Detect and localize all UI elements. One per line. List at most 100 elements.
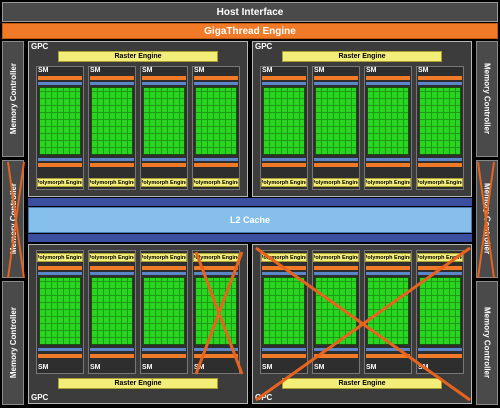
sm-register-strip	[262, 82, 306, 85]
sm-register-strip	[418, 82, 462, 85]
sm-dispatch-strip	[314, 354, 358, 358]
raster-engine: Raster Engine	[58, 51, 218, 62]
gigathread-engine-bar: GigaThread Engine	[2, 23, 498, 39]
sm-register-strip	[314, 348, 358, 351]
polymorph-engine: Polymorph Engine	[313, 253, 359, 262]
sm-cache-strip	[90, 272, 134, 275]
sm-label: SM	[418, 67, 429, 74]
sm-register-strip	[366, 82, 410, 85]
sm-texture-strip	[262, 266, 306, 270]
sm-cache-strip	[418, 272, 462, 275]
sm-texture-strip	[366, 163, 410, 167]
polymorph-engine: Polymorph Engine	[417, 253, 463, 262]
sm-cache-strip	[38, 158, 82, 161]
cuda-core-grid	[367, 277, 409, 345]
sm-label: SM	[314, 364, 325, 371]
memory-controller-left-bottom: Memory Controller	[2, 281, 24, 405]
gpc-label: GPC	[31, 42, 49, 51]
cuda-core-grid	[91, 277, 133, 345]
memory-controller-label: Memory Controller	[482, 307, 492, 379]
l2-cache-bottom-band	[28, 234, 472, 242]
polymorph-engine: Polymorph Engine	[37, 253, 83, 262]
polymorph-engine: Polymorph Engine	[313, 178, 359, 187]
sm-label: SM	[314, 67, 325, 74]
sm-label: SM	[38, 364, 49, 371]
sm-dispatch-strip	[262, 354, 306, 358]
memory-controller-label: Memory Controller	[8, 63, 18, 135]
l2-cache-top-band	[28, 198, 472, 206]
gpc-label: GPC	[31, 393, 49, 402]
sm-label: SM	[418, 364, 429, 371]
cuda-core-grid	[315, 277, 357, 345]
sm-cache-strip	[314, 158, 358, 161]
polymorph-engine: Polymorph Engine	[261, 178, 307, 187]
sm-cache-strip	[194, 272, 238, 275]
sm-dispatch-strip	[194, 354, 238, 358]
sm-register-strip	[142, 82, 186, 85]
cuda-core-grid	[91, 87, 133, 155]
sm-register-strip	[194, 82, 238, 85]
sm-texture-strip	[142, 266, 186, 270]
polymorph-engine: Polymorph Engine	[141, 253, 187, 262]
memory-controller-label: Memory Controller	[482, 63, 492, 135]
sm-texture-strip	[418, 163, 462, 167]
sm-dispatch-strip	[38, 354, 82, 358]
cuda-core-grid	[315, 87, 357, 155]
polymorph-engine: Polymorph Engine	[89, 178, 135, 187]
polymorph-engine: Polymorph Engine	[37, 178, 83, 187]
sm-texture-strip	[194, 266, 238, 270]
memory-controller-left-top: Memory Controller	[2, 41, 24, 157]
sm-texture-strip	[366, 266, 410, 270]
cuda-core-grid	[143, 277, 185, 345]
sm-dispatch-strip	[38, 76, 82, 80]
sm-register-strip	[90, 348, 134, 351]
memory-controller-label: Memory Controller	[8, 307, 18, 379]
memory-controller-left-middle: Memory Controller	[2, 160, 24, 278]
sm-cache-strip	[142, 272, 186, 275]
sm-register-strip	[142, 348, 186, 351]
cuda-core-grid	[367, 87, 409, 155]
sm-texture-strip	[142, 163, 186, 167]
gpc-label: GPC	[255, 393, 273, 402]
sm-register-strip	[38, 82, 82, 85]
sm-texture-strip	[38, 266, 82, 270]
memory-controller-label: Memory Controller	[8, 183, 18, 255]
cuda-core-grid	[195, 87, 237, 155]
host-interface-bar: Host Interface	[2, 2, 498, 22]
sm-dispatch-strip	[262, 76, 306, 80]
sm-cache-strip	[366, 272, 410, 275]
polymorph-engine: Polymorph Engine	[365, 178, 411, 187]
sm-label: SM	[194, 67, 205, 74]
cuda-core-grid	[419, 87, 461, 155]
sm-dispatch-strip	[366, 354, 410, 358]
sm-texture-strip	[314, 163, 358, 167]
cuda-core-grid	[263, 87, 305, 155]
sm-texture-strip	[314, 266, 358, 270]
sm-label: SM	[262, 364, 273, 371]
polymorph-engine: Polymorph Engine	[261, 253, 307, 262]
sm-register-strip	[366, 348, 410, 351]
memory-controller-right-middle: Memory Controller	[476, 160, 498, 278]
raster-engine: Raster Engine	[282, 378, 442, 389]
cuda-core-grid	[143, 87, 185, 155]
sm-texture-strip	[90, 266, 134, 270]
memory-controller-right-bottom: Memory Controller	[476, 281, 498, 405]
polymorph-engine: Polymorph Engine	[193, 178, 239, 187]
sm-register-strip	[38, 348, 82, 351]
polymorph-engine: Polymorph Engine	[365, 253, 411, 262]
sm-texture-strip	[194, 163, 238, 167]
sm-label: SM	[366, 364, 377, 371]
sm-cache-strip	[366, 158, 410, 161]
sm-register-strip	[418, 348, 462, 351]
cuda-core-grid	[419, 277, 461, 345]
memory-controller-label: Memory Controller	[482, 183, 492, 255]
sm-dispatch-strip	[366, 76, 410, 80]
sm-register-strip	[194, 348, 238, 351]
polymorph-engine: Polymorph Engine	[89, 253, 135, 262]
sm-dispatch-strip	[194, 76, 238, 80]
sm-cache-strip	[38, 272, 82, 275]
sm-label: SM	[142, 67, 153, 74]
sm-dispatch-strip	[90, 354, 134, 358]
sm-cache-strip	[194, 158, 238, 161]
